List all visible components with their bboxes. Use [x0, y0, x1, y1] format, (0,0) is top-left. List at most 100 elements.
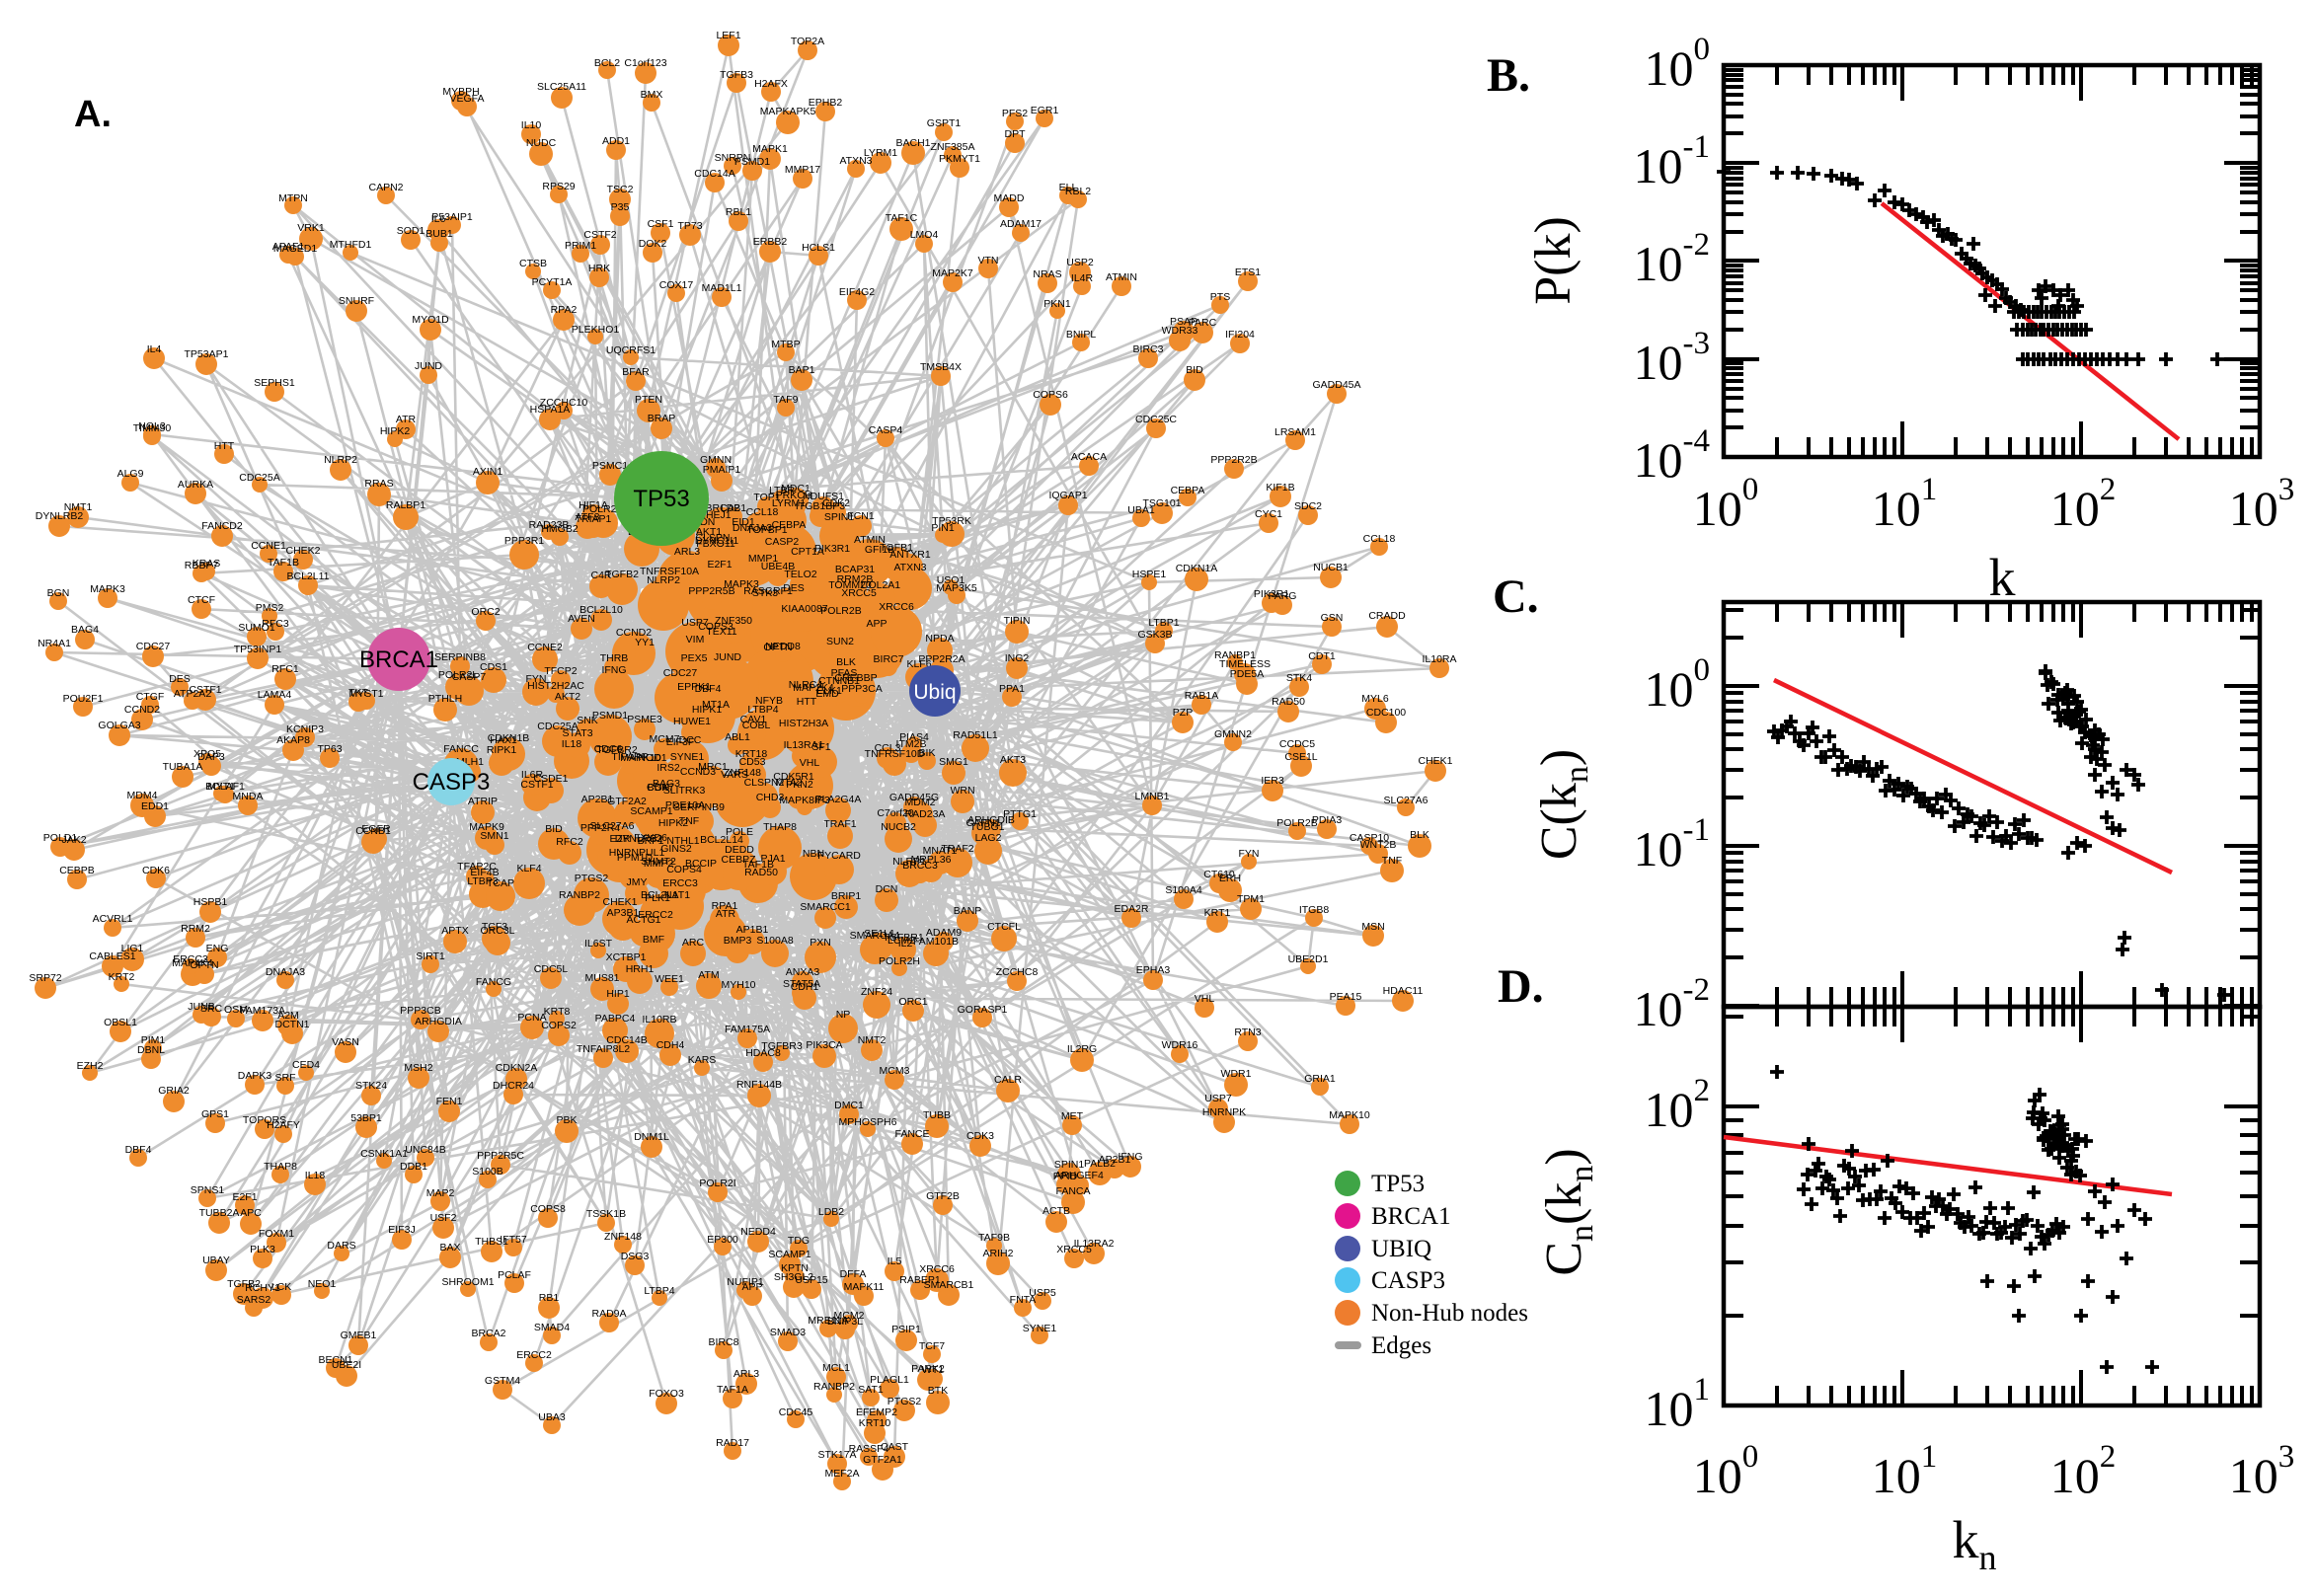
svg-text:TP53RK: TP53RK	[932, 515, 971, 527]
svg-text:RB1: RB1	[539, 1292, 560, 1304]
svg-text:CCNE1: CCNE1	[251, 540, 286, 552]
svg-text:CPT1A: CPT1A	[791, 546, 824, 558]
svg-text:PXN: PXN	[810, 937, 831, 949]
svg-text:CHEK1: CHEK1	[602, 896, 637, 908]
svg-text:EPPK1: EPPK1	[677, 681, 711, 693]
svg-text:RAD23A: RAD23A	[905, 808, 946, 820]
svg-text:S100A8: S100A8	[756, 935, 794, 947]
svg-text:EIF4B: EIF4B	[470, 867, 499, 878]
svg-text:NUCB1: NUCB1	[1313, 562, 1349, 573]
svg-text:LMO4: LMO4	[910, 229, 939, 241]
svg-text:FANCG: FANCG	[476, 976, 511, 988]
svg-text:TNFAIP8L2: TNFAIP8L2	[577, 1043, 630, 1055]
svg-text:FANCD2: FANCD2	[201, 520, 243, 532]
svg-text:BRCC3: BRCC3	[902, 860, 938, 872]
svg-text:CDH1: CDH1	[791, 981, 819, 993]
svg-text:NLRP2: NLRP2	[647, 574, 680, 586]
svg-text:PIK3CA: PIK3CA	[806, 1039, 842, 1051]
svg-text:PPID: PPID	[1053, 1171, 1078, 1182]
svg-text:ARL3: ARL3	[733, 1368, 759, 1380]
svg-text:DES: DES	[169, 673, 191, 685]
svg-text:WRN: WRN	[950, 785, 974, 797]
svg-text:CDK5R1: CDK5R1	[773, 771, 814, 783]
svg-text:PTTG1: PTTG1	[1003, 808, 1037, 820]
svg-text:COPS3: COPS3	[698, 621, 733, 633]
svg-text:COPS6: COPS6	[1033, 389, 1068, 401]
svg-text:DAPK3: DAPK3	[238, 1070, 272, 1082]
svg-text:PPM1D: PPM1D	[617, 852, 654, 864]
svg-text:GORASP1: GORASP1	[958, 1004, 1008, 1016]
svg-text:ANXA3: ANXA3	[786, 966, 820, 978]
svg-text:ARIH2: ARIH2	[983, 1248, 1014, 1259]
svg-text:EP300: EP300	[707, 1234, 738, 1246]
svg-text:PPP2R2A: PPP2R2A	[918, 653, 965, 665]
svg-text:TAF1B: TAF1B	[742, 859, 774, 871]
svg-text:PSMD1: PSMD1	[592, 710, 628, 722]
svg-text:ATRIP: ATRIP	[468, 796, 498, 807]
svg-text:HIPK2: HIPK2	[658, 817, 689, 829]
svg-text:SMN1: SMN1	[480, 830, 508, 842]
svg-text:PEA15: PEA15	[1330, 991, 1362, 1003]
svg-text:CAPN1: CAPN1	[965, 817, 1000, 829]
svg-text:JMY: JMY	[627, 876, 648, 888]
svg-text:PJA1: PJA1	[760, 853, 785, 865]
svg-text:MAPK10: MAPK10	[1329, 1109, 1370, 1121]
svg-text:DOK2: DOK2	[639, 238, 667, 250]
svg-text:SNURF: SNURF	[339, 295, 374, 307]
svg-text:RAD50: RAD50	[744, 867, 778, 878]
svg-text:CD53: CD53	[739, 756, 766, 768]
svg-text:ATP2A2: ATP2A2	[174, 688, 211, 700]
svg-text:RFC2: RFC2	[556, 836, 583, 848]
svg-text:MRE11A: MRE11A	[808, 1315, 848, 1327]
svg-text:CDS1: CDS1	[480, 661, 507, 673]
svg-text:FYN: FYN	[526, 673, 547, 685]
svg-text:IL6R: IL6R	[521, 769, 544, 781]
svg-text:MCL1: MCL1	[822, 1362, 850, 1374]
svg-text:SERPINB9: SERPINB9	[673, 801, 725, 813]
svg-text:SAT1: SAT1	[858, 1384, 884, 1396]
svg-text:XRCC6: XRCC6	[879, 601, 914, 613]
svg-text:UBA1: UBA1	[1127, 504, 1155, 516]
svg-text:SPIN1: SPIN1	[1054, 1159, 1085, 1171]
svg-text:HIPK2: HIPK2	[380, 425, 411, 437]
svg-text:CDT1: CDT1	[1308, 650, 1336, 662]
svg-text:NEO1: NEO1	[308, 1278, 337, 1290]
svg-text:PMAIP1: PMAIP1	[703, 464, 741, 476]
svg-text:C7orf20: C7orf20	[877, 807, 914, 819]
svg-text:PLEKHO1: PLEKHO1	[572, 324, 620, 336]
svg-text:BTK: BTK	[928, 1385, 948, 1397]
svg-text:NEDD4: NEDD4	[740, 1226, 776, 1238]
svg-text:EPHA3: EPHA3	[1136, 964, 1171, 976]
svg-text:WDR1: WDR1	[1221, 1068, 1252, 1080]
svg-text:DYNLRB2: DYNLRB2	[615, 833, 663, 845]
svg-text:ANTXR1: ANTXR1	[889, 549, 931, 561]
svg-text:PKN2: PKN2	[786, 779, 813, 791]
svg-text:CTCFL: CTCFL	[987, 921, 1021, 933]
svg-text:TP53INP1: TP53INP1	[234, 644, 282, 655]
svg-text:RTN3: RTN3	[1234, 1026, 1261, 1038]
svg-text:SLC25A11: SLC25A11	[537, 81, 586, 93]
svg-text:ITGB1BP3: ITGB1BP3	[796, 500, 845, 512]
svg-text:TSG101: TSG101	[1142, 497, 1181, 509]
svg-text:SMAD3: SMAD3	[770, 1327, 806, 1338]
svg-text:SPNS1: SPNS1	[191, 1184, 225, 1196]
svg-text:LTBP4: LTBP4	[644, 1285, 674, 1297]
svg-text:ZNF24: ZNF24	[861, 986, 892, 998]
svg-text:NFYB: NFYB	[755, 695, 783, 707]
svg-text:MYO1D: MYO1D	[412, 314, 449, 326]
svg-text:GPS1: GPS1	[201, 1108, 229, 1120]
svg-text:TNFRSF10D: TNFRSF10D	[865, 748, 925, 760]
svg-text:PDIA3: PDIA3	[1312, 814, 1343, 826]
svg-text:MAP2K4: MAP2K4	[793, 682, 834, 694]
svg-text:CSTF1: CSTF1	[189, 684, 221, 696]
svg-text:POLR2L: POLR2L	[438, 669, 478, 681]
svg-text:FXYD6: FXYD6	[634, 832, 667, 844]
svg-text:MAP2: MAP2	[426, 1187, 455, 1199]
svg-text:MAPK1: MAPK1	[752, 143, 788, 155]
svg-text:TOPBP1: TOPBP1	[746, 524, 787, 536]
svg-text:ZCCHC8: ZCCHC8	[996, 966, 1039, 978]
svg-text:RAD50: RAD50	[1272, 696, 1305, 708]
svg-text:Non-Hub nodes: Non-Hub nodes	[1371, 1300, 1528, 1327]
svg-text:MT1A: MT1A	[702, 699, 730, 711]
svg-text:OBSL1: OBSL1	[104, 1017, 137, 1028]
